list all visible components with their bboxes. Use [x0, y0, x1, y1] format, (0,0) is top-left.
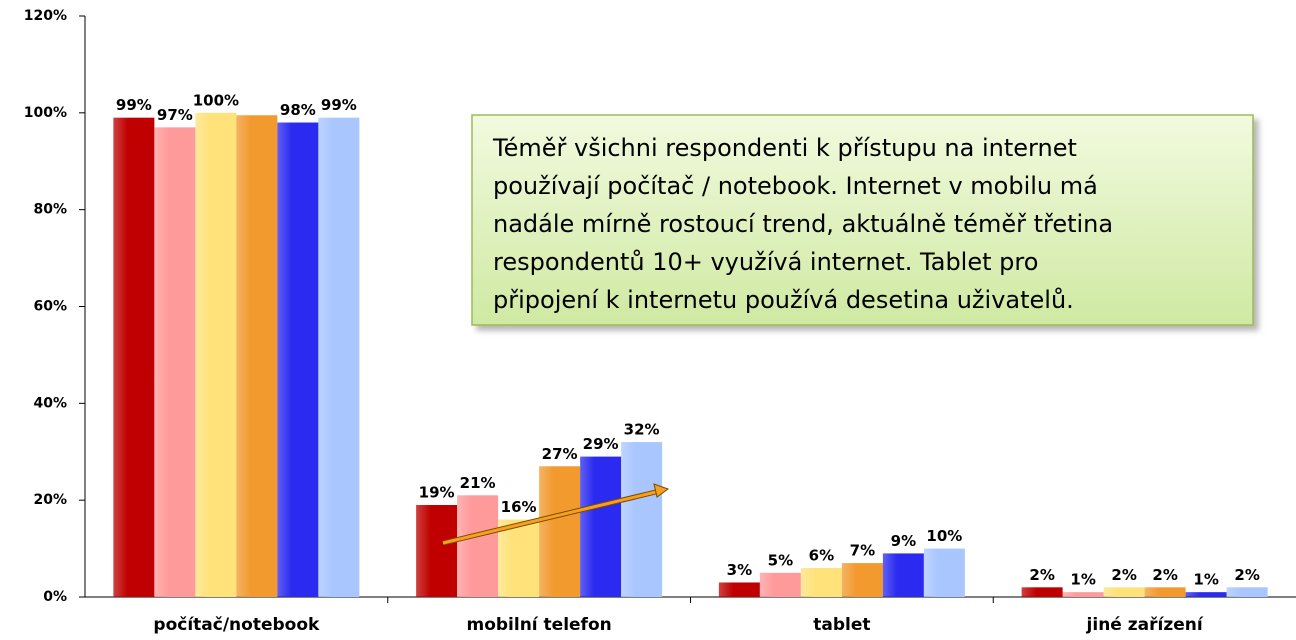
value-label: 16%: [501, 498, 537, 516]
value-label: 1%: [1193, 571, 1218, 589]
value-label: 5%: [768, 551, 793, 569]
value-label: 100%: [193, 91, 239, 109]
annotation-line: nadále mírně rostoucí trend, aktuálně té…: [493, 210, 1113, 238]
value-label: 2%: [1152, 566, 1177, 584]
trend-arrow: [442, 489, 661, 545]
value-label: 2%: [1029, 566, 1054, 584]
value-label: 1%: [1070, 571, 1095, 589]
bar: [718, 582, 760, 597]
value-label: 97%: [157, 106, 193, 124]
bar: [416, 505, 458, 597]
bar: [113, 117, 155, 598]
annotation-line: používají počítač / notebook. Internet v…: [493, 172, 1098, 200]
bar: [318, 117, 360, 598]
value-label: 2%: [1234, 566, 1259, 584]
bar: [277, 122, 319, 598]
bar: [195, 112, 237, 597]
bar: [923, 548, 965, 597]
y-tick-label: 120%: [24, 8, 67, 24]
value-label: 6%: [809, 546, 834, 564]
value-label: 10%: [926, 527, 962, 545]
value-label: 21%: [460, 474, 496, 492]
value-label: 3%: [727, 561, 752, 579]
bar: [1021, 587, 1063, 597]
bar: [457, 495, 499, 597]
bar: [841, 563, 883, 597]
bar: [539, 466, 581, 597]
y-tick-label: 40%: [33, 395, 67, 411]
annotation: Téměř všichni respondenti k přístupu na …: [492, 134, 1113, 314]
y-tick-label: 80%: [33, 202, 67, 218]
bar: [1226, 587, 1268, 597]
y-tick-label: 100%: [24, 105, 67, 121]
bar: [236, 115, 278, 598]
value-label: 99%: [116, 96, 152, 114]
plot: 0% 20% 40% 60% 80% 100% 120% počítač/notebook mo…: [24, 8, 1296, 635]
annotation-line: respondentů 10+ využívá internet. Tablet…: [493, 248, 1038, 276]
bar: [1062, 592, 1104, 597]
x-tick-label: mobilní telefon: [466, 615, 611, 635]
bar: [1144, 587, 1186, 597]
bar: [154, 127, 196, 597]
annotation-line: připojení k internetu používá desetina u…: [493, 286, 1074, 314]
bar: [1185, 592, 1227, 597]
x-tick-label: jiné zařízení: [1086, 615, 1204, 635]
bar: [580, 456, 622, 597]
x-tick-label: počítač/notebook: [153, 615, 320, 635]
bar: [621, 442, 663, 597]
y-tick-label: 60%: [33, 299, 67, 315]
value-label: 98%: [280, 101, 316, 119]
value-label: 32%: [624, 421, 660, 439]
value-label: 7%: [850, 542, 875, 560]
value-label: 99%: [321, 96, 357, 114]
trend-arrow-head: [653, 483, 670, 498]
bar: [759, 572, 801, 597]
annotation-line: Téměř všichni respondenti k přístupu na …: [492, 134, 1077, 162]
value-label: 2%: [1111, 566, 1136, 584]
bar: [882, 553, 924, 597]
bar: [1103, 587, 1145, 597]
value-label: 29%: [583, 435, 619, 453]
y-tick-label: 20%: [33, 492, 67, 508]
value-label: 27%: [542, 445, 578, 463]
bar: [800, 567, 842, 597]
x-tick-label: tablet: [813, 615, 870, 635]
annotation-box: [471, 114, 1254, 326]
value-label: 9%: [891, 532, 916, 550]
bar: [498, 519, 540, 597]
value-label: 19%: [419, 484, 455, 502]
y-tick-label: 0%: [43, 589, 67, 605]
